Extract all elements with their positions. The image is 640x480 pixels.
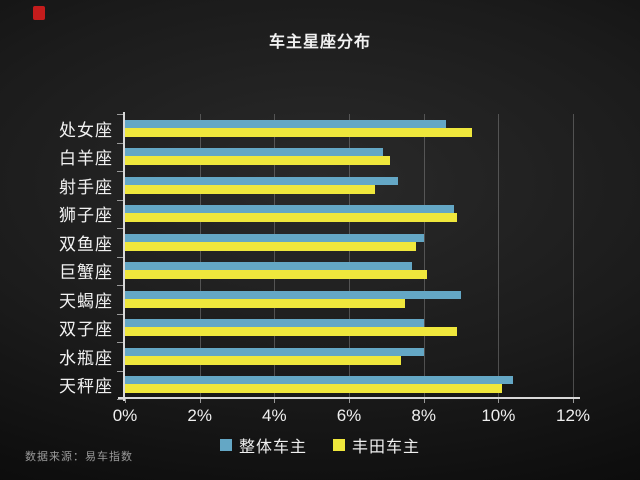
y-axis-tick (117, 114, 123, 115)
source-note: 数据来源：易车指数 (25, 451, 133, 463)
category-label: 巨蟹座 (59, 263, 113, 283)
chart-row (125, 114, 573, 143)
gridline (349, 114, 350, 399)
x-axis-label: 8% (411, 406, 436, 425)
x-axis-tick (573, 399, 574, 403)
gridline (423, 114, 425, 399)
category-label: 天蝎座 (59, 291, 113, 311)
chart-row (125, 200, 573, 229)
legend-swatch-icon (219, 439, 232, 451)
chart-title: 车主星座分布 (268, 34, 371, 51)
x-axis-label: 12% (555, 406, 591, 425)
x-axis-label: 0% (112, 406, 138, 425)
plot-area (117, 112, 574, 401)
red-watermark-icon (33, 6, 45, 20)
chart-row (125, 314, 573, 343)
y-axis-tick (117, 256, 123, 258)
gridline (498, 114, 500, 399)
chart-row (125, 257, 573, 286)
gridline (274, 114, 276, 399)
bar-toyota (125, 156, 391, 166)
chart-row (125, 228, 573, 257)
x-axis-labels: 0% 2% 4% 6% 8% 10% 12% (0, 406, 640, 428)
y-axis-line (123, 112, 125, 401)
chart-row (125, 285, 573, 314)
bar-toyota (125, 127, 473, 137)
bar-toyota (125, 241, 417, 251)
bar-overall (125, 319, 424, 328)
bar-toyota (125, 327, 458, 337)
y-axis-tick (117, 228, 123, 229)
x-axis-tick (125, 399, 126, 403)
legend-swatch-icon (333, 439, 345, 451)
chart-row (125, 342, 573, 371)
category-label: 双子座 (59, 320, 113, 340)
x-axis-tick (498, 399, 500, 403)
gridline (573, 114, 574, 399)
x-axis-tick (199, 399, 201, 403)
y-axis-tick (117, 370, 123, 372)
bar-toyota (125, 384, 503, 394)
legend: 整体车主 丰田车主 (0, 433, 640, 457)
y-axis-tick (117, 199, 123, 201)
category-label: 射手座 (59, 177, 113, 197)
bar-overall (125, 290, 461, 299)
y-axis-tick (117, 171, 123, 172)
chart-row (125, 143, 573, 172)
bar-overall (125, 347, 424, 356)
category-label: 水瓶座 (59, 348, 113, 368)
bar-overall (125, 176, 398, 185)
y-axis-tick (117, 142, 123, 144)
bar-overall (125, 262, 413, 271)
bar-toyota (125, 184, 376, 194)
bar-overall (125, 148, 383, 157)
bar-overall (125, 233, 424, 242)
bar-overall (125, 119, 447, 128)
legend-item-overall: 整体车主 (219, 433, 307, 457)
x-axis-tick (274, 399, 276, 403)
x-axis-label: 6% (336, 406, 362, 425)
category-label: 双鱼座 (59, 234, 113, 254)
x-axis-label: 4% (262, 406, 287, 425)
bar-rows (125, 114, 573, 399)
y-axis-tick (117, 342, 123, 343)
x-axis-label: 10% (481, 406, 516, 425)
y-axis-tick (117, 285, 123, 286)
legend-label: 丰田车主 (352, 439, 421, 456)
x-axis-label: 2% (187, 406, 212, 425)
bar-toyota (125, 298, 405, 308)
x-axis-tick (349, 399, 350, 403)
chart-row (125, 371, 573, 400)
bar-toyota (125, 355, 402, 365)
bar-overall (125, 205, 454, 214)
y-axis-tick (117, 313, 123, 315)
chart-row (125, 171, 573, 200)
bar-toyota (125, 213, 458, 223)
category-label: 处女座 (59, 120, 113, 140)
legend-label: 整体车主 (238, 439, 307, 456)
category-axis-labels: 处女座白羊座射手座狮子座双鱼座巨蟹座天蝎座双子座水瓶座天秤座 (0, 114, 115, 399)
category-label: 白羊座 (59, 149, 113, 169)
legend-item-toyota: 丰田车主 (333, 433, 420, 457)
bar-overall (125, 376, 514, 385)
x-axis-line (118, 397, 580, 399)
gridline (199, 114, 201, 399)
y-axis-tick (117, 399, 123, 400)
x-axis-tick (423, 399, 425, 403)
bar-toyota (125, 270, 428, 280)
category-label: 天秤座 (59, 377, 113, 397)
category-label: 狮子座 (59, 206, 113, 226)
